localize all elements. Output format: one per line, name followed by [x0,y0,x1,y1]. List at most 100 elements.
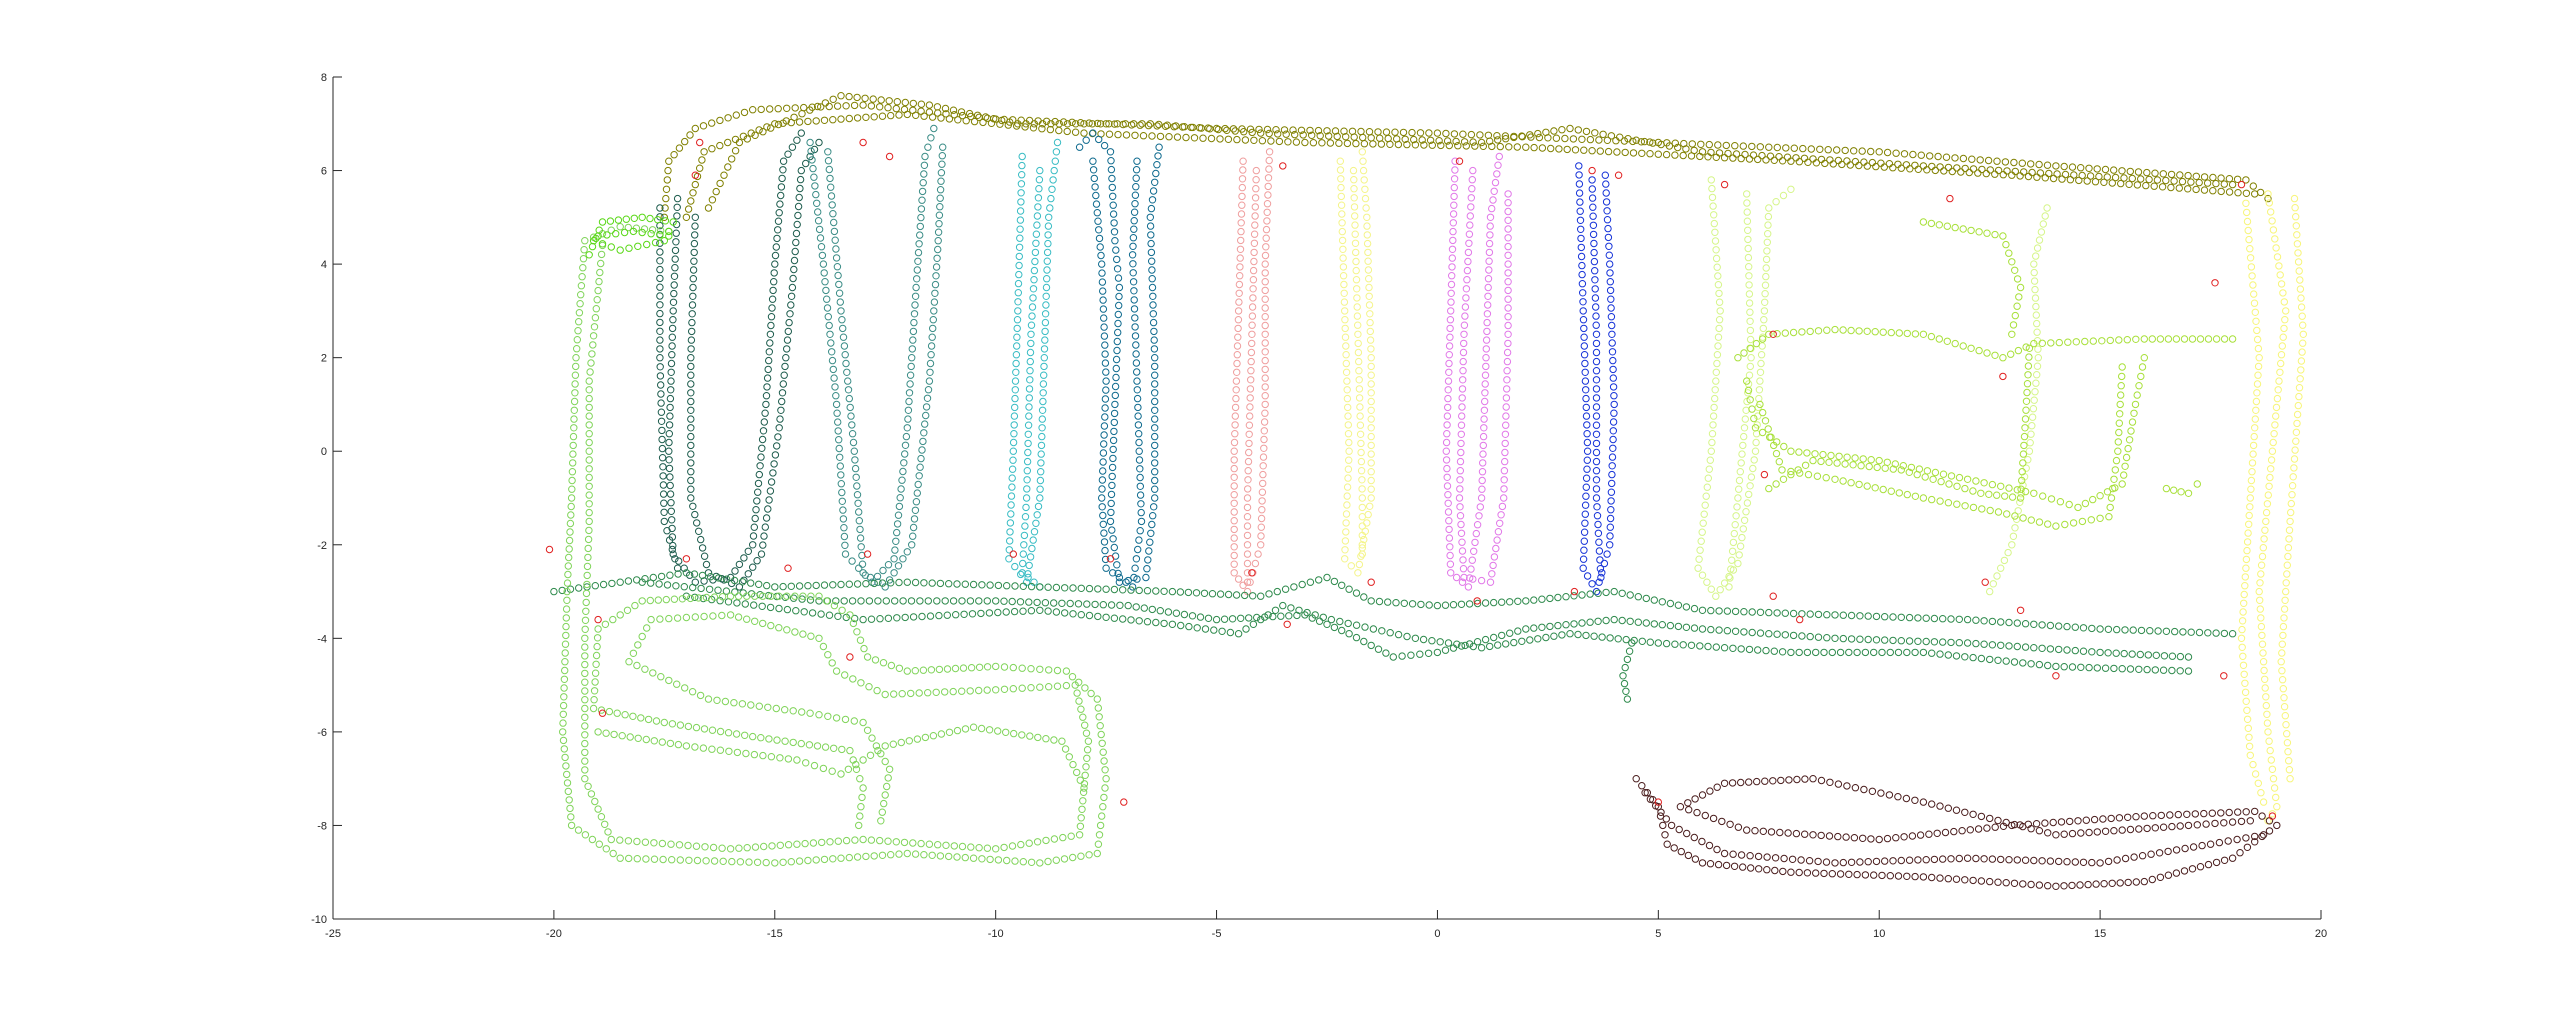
data-point [2192,172,2201,181]
data-point [1172,609,1181,617]
data-point [1230,499,1238,507]
data-point [1905,637,1914,645]
data-point [1149,187,1158,195]
data-point [569,450,577,458]
data-point [1231,430,1239,438]
data-point [1066,599,1074,608]
data-point [825,321,833,330]
data-point [1843,157,1851,165]
data-point [1744,226,1752,235]
data-point [2297,294,2305,302]
data-point [1343,139,1352,148]
data-point [1670,844,1678,852]
data-point [828,356,837,365]
data-point [1098,260,1106,268]
data-point [1354,569,1362,577]
data-point [2176,171,2184,179]
data-point [1618,616,1626,625]
data-point [1889,636,1897,645]
data-point [1746,396,1754,404]
data-point [1626,591,1634,599]
data-point [897,738,905,747]
data-point [827,192,836,200]
data-point [2038,644,2046,652]
data-point [1077,852,1085,860]
data-point [663,581,672,589]
data-point [1690,833,1699,842]
data-point [631,601,639,610]
data-point [1621,663,1629,672]
data-point [686,594,695,603]
data-point [666,739,675,748]
data-point [1961,484,1969,493]
data-point [1621,148,1629,157]
data-point [1489,561,1497,570]
data-point [943,611,951,619]
data-point [1063,127,1071,136]
data-point [1411,634,1420,642]
data-point [789,738,797,747]
data-point [2290,455,2299,463]
data-point [1350,133,1358,141]
data-point [2130,409,2138,417]
data-point [2267,465,2275,473]
data-point [1772,449,1781,458]
data-point [1903,490,1912,499]
data-point [1759,827,1768,835]
data-point [1080,129,1088,137]
data-point [1737,459,1745,467]
data-point [1246,412,1254,420]
data-point [837,92,845,100]
data-point [2280,324,2288,333]
data-point [1151,432,1159,441]
data-point [2259,798,2268,806]
data-point [1936,650,1944,658]
data-point [887,579,895,587]
data-point [641,665,649,673]
data-point [791,247,799,256]
data-point [909,99,917,108]
data-point [1571,146,1580,154]
data-point [781,706,789,714]
data-point [892,537,900,545]
data-point [879,566,887,575]
data-point [1839,326,1847,334]
data-point [771,120,779,128]
data-point [773,442,781,450]
data-point [1894,793,1902,801]
data-point [905,397,913,406]
data-point [1741,150,1749,159]
data-point [1594,589,1602,597]
data-point [1823,326,1831,334]
data-point [919,666,928,674]
data-point [1027,607,1036,615]
data-point [585,508,593,517]
data-point [1021,522,1029,530]
data-point [2046,857,2055,865]
data-point [1451,166,1459,174]
series-2 [806,124,947,591]
data-point [2151,824,2160,832]
data-point [668,342,676,350]
data-point [820,116,829,125]
data-point [1445,359,1453,368]
data-point [874,597,882,605]
data-point [1099,458,1107,466]
data-point [666,490,675,498]
data-point [633,855,641,863]
data-point [779,166,787,174]
data-point [910,318,918,327]
data-point [571,380,579,388]
data-point [2283,570,2291,578]
data-point [1917,151,1926,159]
data-point [747,579,755,587]
data-point [1836,648,1845,657]
data-point [1234,307,1243,315]
data-point [1814,610,1823,619]
data-point [895,664,904,672]
data-point [1578,261,1586,270]
data-point [1666,599,1675,608]
data-point [1132,555,1141,563]
data-point [2143,665,2151,674]
data-point [1739,863,1747,871]
